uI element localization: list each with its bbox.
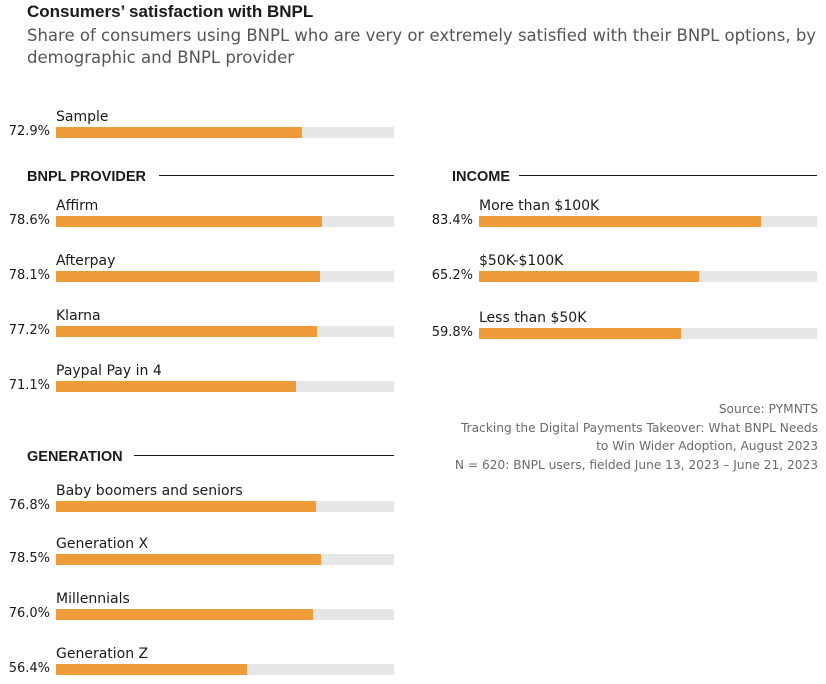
value-label: 83.4% — [431, 213, 473, 228]
category-label: $50K-$100K — [479, 253, 564, 269]
bar — [56, 664, 247, 675]
source-sample-line: N = 620: BNPL users, fielded June 13, 20… — [454, 457, 818, 472]
bar-track — [56, 127, 394, 138]
bar-track — [56, 216, 394, 227]
value-label: 71.1% — [8, 378, 50, 393]
value-label: 78.6% — [8, 213, 50, 228]
bar-track — [56, 664, 394, 675]
section-title: GENERATION — [27, 449, 123, 465]
bar-track — [56, 271, 394, 282]
bar-track — [56, 326, 394, 337]
chart-subtitle: Share of consumers using BNPL who are ve… — [27, 26, 817, 67]
category-label: Affirm — [56, 198, 99, 214]
bar — [56, 271, 320, 282]
source-report-line: to Win Wider Adoption, August 2023 — [596, 439, 818, 453]
value-label: 78.1% — [8, 268, 50, 283]
category-label: More than $100K — [479, 198, 600, 214]
bar — [56, 501, 316, 512]
category-label: Millennials — [56, 591, 130, 607]
bar-track — [56, 501, 394, 512]
bar — [56, 216, 322, 227]
value-label: 56.4% — [8, 661, 50, 676]
section-title: BNPL PROVIDER — [27, 169, 146, 185]
bar-track — [56, 609, 394, 620]
value-label: 76.8% — [8, 498, 50, 513]
bar-track — [56, 554, 394, 565]
bar — [479, 271, 699, 282]
bar-track — [56, 381, 394, 392]
bar — [56, 381, 296, 392]
section-rule — [159, 175, 394, 176]
value-label: 59.8% — [431, 325, 473, 340]
source-line: Source: PYMNTS — [718, 402, 818, 416]
category-label: Less than $50K — [479, 310, 587, 326]
bar-track — [479, 328, 817, 339]
value-label: 77.2% — [8, 323, 50, 338]
value-label: 76.0% — [8, 606, 50, 621]
value-label: 65.2% — [431, 268, 473, 283]
source-report-line: Tracking the Digital Payments Takeover: … — [460, 420, 818, 435]
bar — [56, 127, 302, 138]
category-label: Paypal Pay in 4 — [56, 363, 162, 379]
category-label: Baby boomers and seniors — [56, 483, 243, 499]
section-rule — [519, 175, 817, 176]
bar-track — [479, 216, 817, 227]
category-label: Afterpay — [56, 253, 116, 269]
bar — [56, 609, 313, 620]
category-label: Generation Z — [56, 646, 149, 662]
category-label: Generation X — [56, 536, 149, 552]
chart-title: Consumers’ satisfaction with BNPL — [27, 2, 314, 21]
bar-track — [479, 271, 817, 282]
bar — [56, 326, 317, 337]
section-rule — [134, 455, 394, 456]
bar — [479, 328, 681, 339]
bar — [56, 554, 321, 565]
value-label: 72.9% — [8, 124, 50, 139]
section-title: INCOME — [452, 169, 510, 185]
category-label: Sample — [56, 109, 109, 125]
source-note: Source: PYMNTS Tracking the Digital Paym… — [455, 400, 818, 474]
bar — [479, 216, 761, 227]
value-label: 78.5% — [8, 551, 50, 566]
category-label: Klarna — [56, 308, 101, 324]
